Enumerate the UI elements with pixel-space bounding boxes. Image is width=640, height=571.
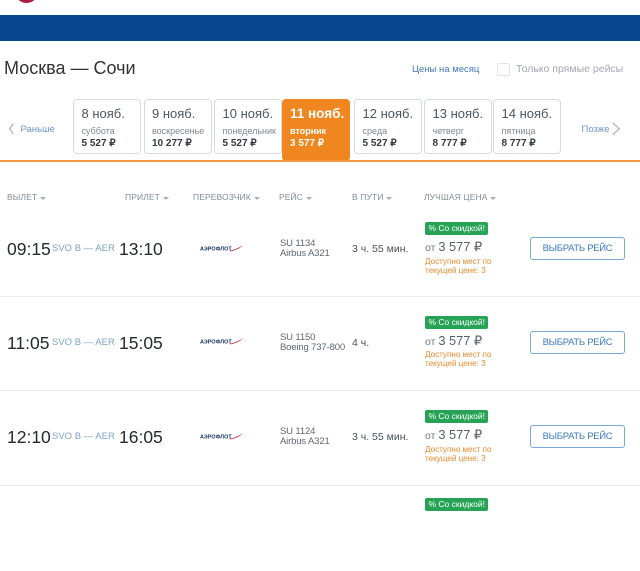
svg-text:АЭРОФЛОТ: АЭРОФЛОТ <box>200 246 232 252</box>
svg-text:АЭРОФЛОТ: АЭРОФЛОТ <box>200 340 232 346</box>
svg-text:АЭРОФЛОТ: АЭРОФЛОТ <box>200 434 232 440</box>
